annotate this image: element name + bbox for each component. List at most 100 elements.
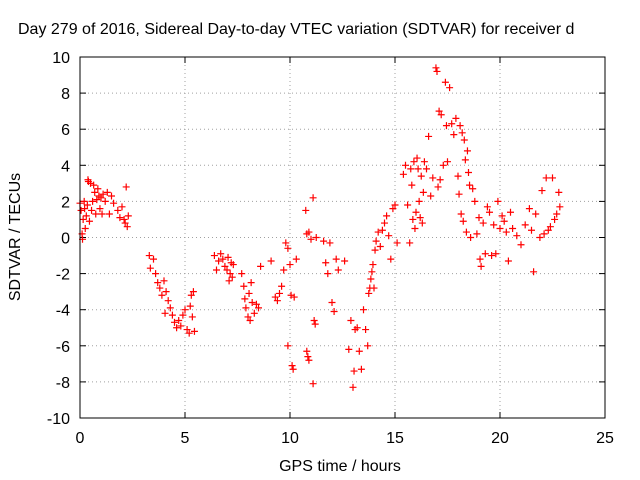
data-point — [460, 136, 468, 144]
y-tick-label: 10 — [52, 50, 70, 67]
data-point — [417, 172, 425, 180]
data-point — [540, 230, 548, 238]
data-point — [530, 268, 538, 276]
data-point — [542, 174, 550, 182]
data-point — [436, 176, 444, 184]
data-point — [402, 161, 409, 169]
data-point — [378, 226, 386, 234]
y-tick-label: -10 — [47, 411, 70, 428]
data-point — [406, 239, 414, 247]
data-point — [292, 255, 300, 263]
data-point — [385, 232, 393, 240]
data-point — [118, 203, 126, 211]
data-point — [357, 365, 365, 373]
data-point — [409, 215, 417, 223]
data-point — [252, 300, 260, 308]
data-point — [286, 261, 294, 269]
data-point — [367, 275, 375, 283]
data-point — [116, 214, 124, 222]
x-axis-title: GPS time / hours — [279, 458, 401, 475]
data-point — [448, 120, 456, 128]
data-point — [273, 297, 281, 305]
data-point — [420, 158, 428, 166]
data-point — [304, 353, 312, 361]
data-point — [500, 217, 508, 225]
data-point — [492, 250, 500, 258]
data-point — [350, 367, 358, 375]
data-point — [362, 326, 370, 334]
x-tick-label: 15 — [386, 430, 404, 447]
data-point — [490, 221, 498, 229]
data-point — [287, 291, 295, 299]
data-point — [446, 84, 454, 92]
data-point — [311, 320, 319, 328]
data-point — [432, 64, 440, 72]
data-point — [513, 232, 521, 240]
data-point — [85, 217, 93, 225]
data-point — [213, 266, 220, 274]
data-point — [459, 217, 467, 225]
data-point — [98, 210, 106, 218]
data-point — [419, 188, 427, 196]
y-tick-label: -2 — [56, 267, 70, 284]
data-point — [536, 234, 544, 241]
data-point — [122, 183, 130, 191]
data-point — [123, 223, 131, 231]
data-point — [247, 279, 255, 287]
y-tick-label: 8 — [61, 86, 70, 103]
data-point — [425, 132, 433, 140]
data-point — [93, 196, 101, 204]
data-point — [101, 197, 109, 205]
data-point — [320, 237, 328, 245]
data-point — [173, 324, 181, 332]
data-point — [434, 183, 442, 191]
data-point — [376, 243, 384, 251]
data-point — [334, 266, 342, 274]
data-point — [121, 219, 129, 227]
data-point — [181, 306, 189, 314]
data-point — [442, 122, 450, 130]
data-point — [97, 194, 105, 202]
data-point — [255, 304, 262, 312]
data-point — [90, 181, 98, 189]
data-point — [145, 252, 153, 260]
data-point — [415, 197, 423, 205]
data-point — [391, 201, 399, 209]
data-point — [481, 250, 489, 258]
data-point — [454, 172, 462, 180]
data-point — [80, 197, 88, 205]
data-point — [364, 342, 372, 350]
data-point — [229, 261, 237, 269]
data-point — [302, 206, 310, 214]
data-point — [551, 215, 559, 223]
data-point — [441, 78, 449, 86]
data-point — [177, 322, 185, 330]
data-point — [383, 212, 391, 220]
data-point — [416, 214, 424, 222]
y-tick-label: 0 — [61, 231, 70, 248]
data-point — [242, 304, 250, 312]
data-point — [105, 210, 113, 218]
data-point — [411, 224, 419, 232]
data-point — [183, 326, 191, 334]
data-point — [171, 318, 178, 326]
data-point — [456, 122, 464, 130]
data-point — [83, 201, 91, 209]
data-point — [504, 257, 512, 265]
data-point — [475, 214, 483, 222]
data-point — [215, 257, 223, 265]
data-point — [79, 215, 87, 223]
data-point — [347, 317, 355, 325]
data-point — [322, 259, 330, 267]
data-point — [152, 270, 160, 278]
data-point — [309, 380, 317, 388]
data-point — [374, 228, 382, 236]
data-point — [381, 219, 388, 227]
data-point — [473, 230, 481, 238]
x-tick-label: 0 — [76, 430, 85, 447]
data-point — [160, 277, 168, 285]
data-point — [280, 266, 288, 274]
data-point — [435, 107, 443, 115]
data-point — [312, 234, 320, 241]
data-point — [175, 317, 183, 325]
